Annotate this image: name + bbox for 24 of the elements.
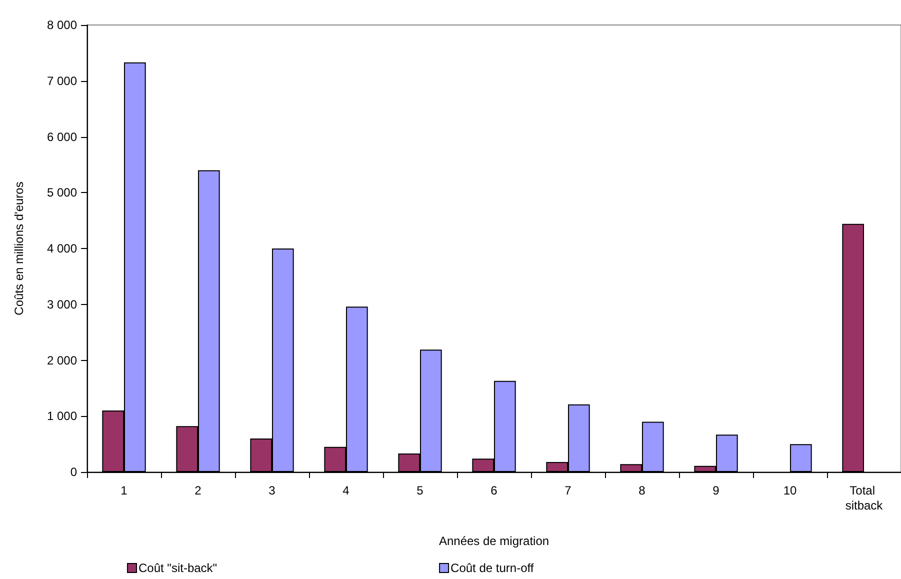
y-tick-label: 5 000	[46, 186, 78, 200]
x-tick-label: 6	[490, 484, 498, 498]
legend-label: Coût "sit-back"	[138, 561, 218, 575]
x-tick-label: 9	[712, 484, 720, 498]
x-tick-label: 8	[638, 484, 646, 498]
y-tick-label: 8 000	[46, 18, 78, 32]
x-tick-label: 2	[194, 484, 202, 498]
y-tick-label: 7 000	[46, 74, 78, 88]
y-tick-label: 1 000	[46, 409, 78, 424]
x-tick-label: Total sitback	[845, 484, 884, 512]
x-tick-label: 1	[120, 484, 128, 498]
y-tick-label: 0	[70, 465, 78, 479]
y-tick-label: 2 000	[46, 353, 78, 368]
y-tick-label: 4 000	[46, 242, 78, 256]
x-tick-label: 5	[416, 484, 424, 498]
y-axis-title: Coûts en millions d'euros	[12, 182, 26, 316]
y-tick-label: 6 000	[46, 130, 78, 144]
x-tick-label: 7	[564, 484, 572, 498]
x-tick-label: 4	[342, 484, 350, 498]
x-tick-label: 10	[783, 484, 797, 498]
legend-label: Coût de turn-off	[450, 561, 534, 575]
x-axis-title: Années de migration	[438, 534, 550, 548]
y-tick-label: 3 000	[46, 297, 78, 312]
x-tick-label: 3	[268, 484, 276, 498]
